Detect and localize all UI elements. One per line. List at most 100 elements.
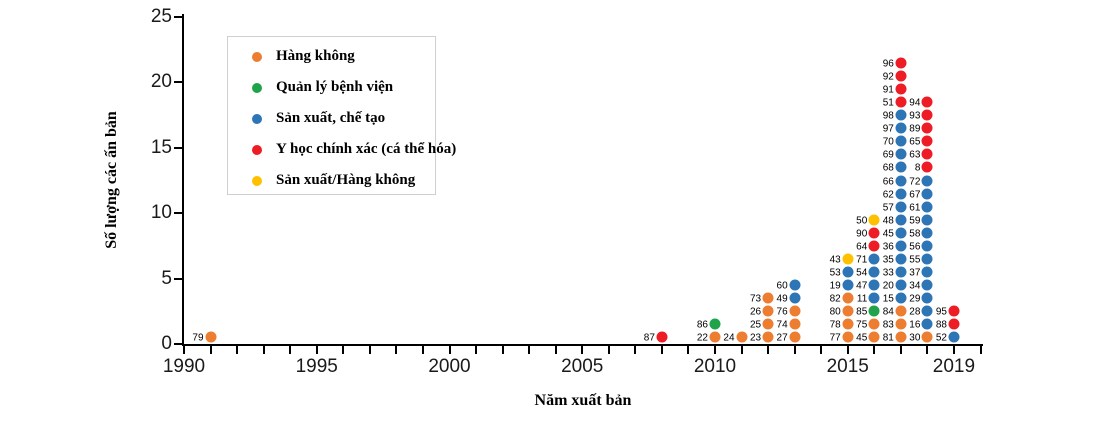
data-point-label: 52 <box>935 332 947 344</box>
data-point-label: 60 <box>776 280 788 292</box>
data-point-label: 22 <box>696 332 708 344</box>
data-point <box>921 188 933 200</box>
data-point-label: 96 <box>882 58 894 70</box>
data-point <box>868 292 880 304</box>
data-point <box>895 305 907 317</box>
x-axis-tick <box>289 346 292 354</box>
data-point <box>868 214 880 226</box>
data-point-label: 65 <box>909 136 921 148</box>
legend-item-label: Quản lý bệnh viện <box>276 79 394 95</box>
data-point <box>789 318 801 330</box>
x-axis-tick <box>979 346 982 354</box>
legend: Hàng không Quản lý bệnh viện Sản xuất, chế… <box>227 36 456 196</box>
data-point <box>762 292 774 304</box>
data-point <box>921 266 933 278</box>
x-axis-tick <box>793 346 796 354</box>
x-tick-label: 1995 <box>295 356 338 377</box>
data-point-label: 75 <box>856 319 868 331</box>
data-point-label: 37 <box>909 267 921 279</box>
data-point-label: 64 <box>856 241 868 253</box>
data-point-label: 85 <box>856 306 868 318</box>
y-axis-line <box>182 14 184 346</box>
data-point-label: 76 <box>776 306 788 318</box>
data-point <box>868 305 880 317</box>
data-point <box>895 292 907 304</box>
data-point-label: 90 <box>856 228 868 240</box>
x-axis-line <box>182 344 983 346</box>
data-point-label: 25 <box>749 319 762 331</box>
legend-dot-aviation <box>252 51 262 62</box>
data-point <box>895 331 907 343</box>
data-point-label: 66 <box>882 176 894 187</box>
data-point-label: 56 <box>909 241 921 253</box>
data-point <box>842 318 854 330</box>
data-point <box>895 214 907 226</box>
x-axis-tick <box>740 346 743 354</box>
data-point-label: 83 <box>882 319 894 331</box>
x-axis-tick <box>607 346 610 354</box>
data-point <box>921 109 933 121</box>
x-axis-tick <box>926 346 929 354</box>
data-point <box>789 292 801 304</box>
y-axis-tick <box>174 277 182 280</box>
data-point <box>842 292 854 304</box>
data-point <box>868 279 880 291</box>
data-point-label: 36 <box>882 241 894 253</box>
data-point <box>709 318 721 330</box>
data-point <box>895 188 907 200</box>
data-point-label: 50 <box>856 215 868 227</box>
data-point <box>895 240 907 252</box>
data-point-label: 28 <box>909 306 921 318</box>
data-point <box>842 266 854 278</box>
x-axis-tick <box>634 346 637 354</box>
data-point-label: 47 <box>856 280 868 292</box>
data-point <box>736 331 748 343</box>
data-point <box>868 318 880 330</box>
y-axis-tick <box>174 343 182 345</box>
data-point-label: 95 <box>935 306 947 318</box>
data-point-label: 51 <box>882 97 894 109</box>
data-point-label: 55 <box>909 254 921 266</box>
y-axis-tick <box>174 16 182 18</box>
data-point-label: 15 <box>882 293 894 305</box>
data-point-label: 87 <box>643 332 655 344</box>
data-point-label: 86 <box>696 319 708 331</box>
y-axis-title: Số lượng các ấn bản <box>103 111 120 249</box>
data-point <box>895 70 907 82</box>
data-point <box>895 201 907 213</box>
data-point-label: 89 <box>909 123 921 135</box>
data-point <box>921 201 933 213</box>
legend-item-label: Y học chính xác (cá thể hóa) <box>276 141 457 157</box>
data-point-label: 84 <box>882 306 894 318</box>
x-axis-tick <box>820 346 823 354</box>
data-point-label: 8 <box>914 162 921 174</box>
data-point-label: 48 <box>882 215 894 227</box>
x-tick-label: 2019 <box>932 356 976 377</box>
data-point-label: 23 <box>749 332 762 344</box>
x-axis-tick <box>475 346 478 354</box>
data-point <box>921 135 933 147</box>
data-point-label: 81 <box>882 332 894 344</box>
x-axis-tick <box>952 346 955 354</box>
data-point-label: 49 <box>776 293 788 305</box>
x-axis-tick <box>660 346 663 354</box>
y-tick-label: 15 <box>150 136 172 158</box>
legend-dot-precision <box>252 144 262 155</box>
legend-item-hospital: Quản lý bệnh viện <box>228 72 435 103</box>
data-point-label: 33 <box>882 267 894 279</box>
x-axis-tick <box>262 346 265 354</box>
x-tick-label: 2000 <box>428 356 471 377</box>
legend-item-manuf_aviation: Sản xuất/Hàng không <box>228 165 435 196</box>
data-point-label: 62 <box>882 189 894 201</box>
data-point-label: 53 <box>829 267 841 279</box>
data-point-label: 58 <box>909 228 921 240</box>
data-point <box>921 175 933 186</box>
x-axis-tick <box>395 346 398 354</box>
data-point <box>895 96 907 108</box>
data-point <box>895 266 907 278</box>
data-point-label: 92 <box>882 71 894 83</box>
data-point <box>656 331 668 343</box>
data-point <box>868 266 880 278</box>
data-point <box>895 318 907 330</box>
data-point-label: 82 <box>829 293 841 305</box>
